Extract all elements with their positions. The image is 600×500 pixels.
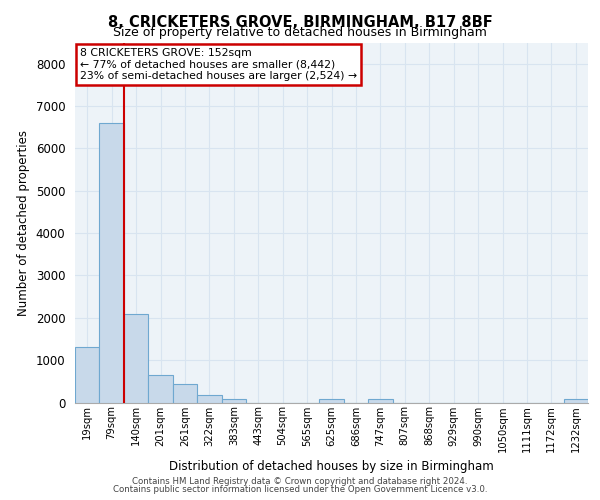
Text: Contains HM Land Registry data © Crown copyright and database right 2024.: Contains HM Land Registry data © Crown c… bbox=[132, 477, 468, 486]
Bar bbox=[368, 398, 392, 402]
Y-axis label: Number of detached properties: Number of detached properties bbox=[17, 130, 30, 316]
Text: Size of property relative to detached houses in Birmingham: Size of property relative to detached ho… bbox=[113, 26, 487, 39]
Text: 8, CRICKETERS GROVE, BIRMINGHAM, B17 8BF: 8, CRICKETERS GROVE, BIRMINGHAM, B17 8BF bbox=[107, 15, 493, 30]
Bar bbox=[563, 398, 588, 402]
Text: 8 CRICKETERS GROVE: 152sqm
← 77% of detached houses are smaller (8,442)
23% of s: 8 CRICKETERS GROVE: 152sqm ← 77% of deta… bbox=[80, 48, 357, 81]
X-axis label: Distribution of detached houses by size in Birmingham: Distribution of detached houses by size … bbox=[169, 460, 494, 473]
Bar bbox=[124, 314, 148, 402]
Bar bbox=[173, 384, 197, 402]
Bar bbox=[319, 398, 344, 402]
Bar bbox=[75, 348, 100, 403]
Bar bbox=[197, 395, 221, 402]
Bar bbox=[100, 123, 124, 402]
Bar bbox=[148, 375, 173, 402]
Text: Contains public sector information licensed under the Open Government Licence v3: Contains public sector information licen… bbox=[113, 484, 487, 494]
Bar bbox=[221, 398, 246, 402]
